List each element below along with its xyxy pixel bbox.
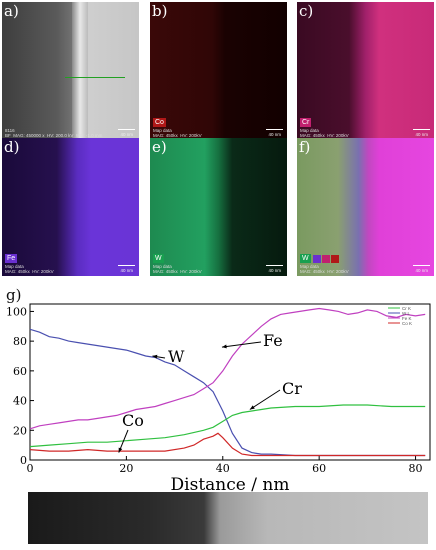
arrow-fe-head bbox=[221, 344, 227, 349]
x-tick-label: 60 bbox=[312, 462, 326, 475]
panel-meta: 8116 BF MAG: 450000 x HV: 200.0 kV WD: -… bbox=[5, 128, 103, 138]
arrow-cr-head bbox=[249, 405, 255, 410]
panel-letter: b) bbox=[152, 2, 168, 20]
scale-bar: 40 nm bbox=[266, 265, 283, 273]
plot-frame bbox=[29, 303, 431, 461]
arrow-w-head bbox=[152, 354, 158, 359]
y-tick-label: 100 bbox=[6, 305, 27, 318]
x-tick-label: 20 bbox=[119, 462, 133, 475]
line-scan-marker bbox=[65, 77, 125, 78]
line-profile-chart: 0 20 40 60 80 100 0 20 40 60 80 W Fe Cr Co Cr KW LFe KC… bbox=[6, 303, 431, 492]
y-tick-label: 80 bbox=[13, 335, 27, 348]
series-line-cr bbox=[29, 404, 426, 448]
element-badge: Cr bbox=[300, 118, 312, 127]
arrow-co-head bbox=[118, 447, 123, 453]
panel-d-fe: d) Fe Map data MAG: 450kx HV: 200kV 40 n… bbox=[2, 138, 139, 276]
element-badge: W bbox=[300, 254, 311, 263]
panel-letter: f) bbox=[299, 138, 311, 156]
panel-a: a) 8116 BF MAG: 450000 x HV: 200.0 kV WD… bbox=[2, 2, 139, 140]
panel-meta: Map data MAG: 450kx HV: 200kV bbox=[300, 128, 349, 138]
element-badge: Co bbox=[153, 118, 166, 127]
panel-letter: a) bbox=[4, 2, 19, 20]
annotation-co: Co bbox=[122, 411, 144, 430]
x-axis-label: Distance / nm bbox=[171, 475, 290, 492]
y-tick-label: 60 bbox=[13, 365, 27, 378]
series-line-co bbox=[29, 432, 426, 457]
scale-bar: 40 nm bbox=[413, 129, 430, 137]
series-line-fe bbox=[29, 307, 426, 430]
color-chips bbox=[313, 255, 339, 263]
legend-label: Fe K bbox=[402, 316, 412, 321]
x-tick-label: 40 bbox=[216, 462, 230, 475]
panel-b-co: b) Co Map data MAG: 450kx HV: 200kV 40 n… bbox=[150, 2, 287, 140]
x-tick-label: 80 bbox=[409, 462, 423, 475]
scale-bar: 40 nm bbox=[413, 265, 430, 273]
chart-panel-letter: g) bbox=[6, 286, 22, 304]
y-tick-label: 0 bbox=[20, 454, 27, 467]
x-tick-label: 0 bbox=[27, 462, 34, 475]
panel-meta: Map data MAG: 450kx HV: 200kV bbox=[300, 264, 349, 274]
scale-bar: 40 nm bbox=[118, 129, 135, 137]
panel-letter: d) bbox=[4, 138, 20, 156]
scale-bar: 40 nm bbox=[118, 265, 135, 273]
scale-bar: 40 nm bbox=[266, 129, 283, 137]
arrow-fe bbox=[221, 341, 262, 348]
legend-label: W L bbox=[402, 311, 410, 316]
y-tick-label: 20 bbox=[13, 424, 27, 437]
y-tick-label: 40 bbox=[13, 395, 27, 408]
panel-meta: Map data MAG: 450kx HV: 200kV bbox=[153, 264, 202, 274]
haadf-strip-image bbox=[28, 492, 428, 544]
panel-meta: Map data MAG: 450kx HV: 200kV bbox=[153, 128, 202, 138]
arrow-cr bbox=[249, 389, 281, 410]
element-badge: Fe bbox=[5, 254, 18, 263]
panel-f-overlay: f) W Map data MAG: 450kx HV: 200kV 40 nm bbox=[297, 138, 434, 276]
annotation-cr: Cr bbox=[282, 379, 302, 398]
panel-letter: e) bbox=[152, 138, 167, 156]
annotation-w: W bbox=[168, 347, 185, 366]
legend-label: Co K bbox=[402, 321, 412, 326]
element-badge: W bbox=[153, 254, 164, 263]
panel-c-cr: c) Cr Map data MAG: 450kx HV: 200kV 40 n… bbox=[297, 2, 434, 140]
panel-meta: Map data MAG: 450kx HV: 200kV bbox=[5, 264, 54, 274]
legend-label: Cr K bbox=[402, 306, 411, 311]
bright-boundary bbox=[72, 2, 88, 140]
panel-letter: c) bbox=[299, 2, 314, 20]
panel-e-w: e) W Map data MAG: 450kx HV: 200kV 40 nm bbox=[150, 138, 287, 276]
annotation-fe: Fe bbox=[263, 331, 283, 350]
